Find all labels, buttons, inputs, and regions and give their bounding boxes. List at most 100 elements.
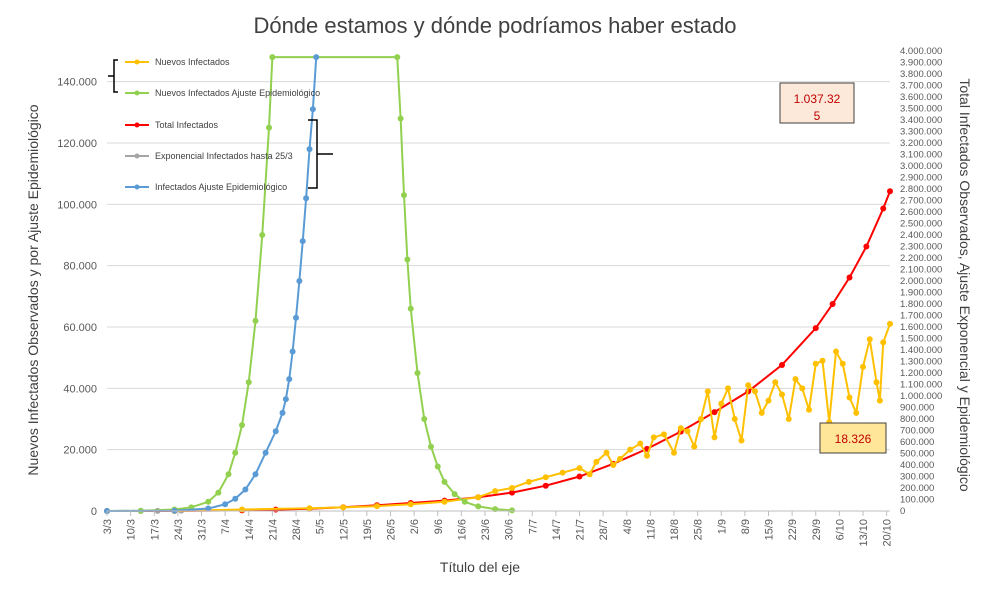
right-tick-label: 3.900.000 bbox=[900, 58, 942, 69]
data-point bbox=[246, 379, 252, 385]
right-tick-label: 2.000.000 bbox=[900, 276, 942, 287]
data-point bbox=[577, 474, 583, 480]
right-tick-label: 900.000 bbox=[900, 403, 934, 414]
right-tick-label: 1.100.000 bbox=[900, 380, 942, 391]
legend-label: Exponencial Infectados hasta 25/3 bbox=[155, 151, 293, 161]
x-tick-label: 11/8 bbox=[645, 519, 657, 540]
x-tick-label: 26/5 bbox=[386, 519, 398, 540]
right-axis-title: Total Infectados Observados, Ajuste Expo… bbox=[957, 78, 973, 491]
legend-brace-left bbox=[108, 60, 118, 92]
x-tick-label: 4/8 bbox=[622, 519, 634, 534]
data-point bbox=[766, 398, 772, 404]
right-tick-label: 1.400.000 bbox=[900, 345, 942, 356]
data-point bbox=[712, 434, 718, 440]
right-tick-label: 400.000 bbox=[900, 460, 934, 471]
x-tick-label: 30/6 bbox=[504, 519, 516, 540]
data-point bbox=[887, 188, 893, 194]
data-point bbox=[644, 453, 650, 459]
x-tick-label: 31/3 bbox=[197, 519, 209, 540]
data-point bbox=[404, 257, 410, 263]
data-point bbox=[772, 379, 778, 385]
data-point bbox=[725, 385, 731, 391]
data-point bbox=[296, 278, 302, 284]
data-point bbox=[273, 428, 279, 434]
legend-entry: Infectados Ajuste Epidemiológico bbox=[125, 182, 287, 192]
left-tick-label: 60.000 bbox=[63, 322, 97, 334]
callout-nuevos-text: 18.326 bbox=[835, 432, 872, 446]
right-tick-label: 2.600.000 bbox=[900, 207, 942, 218]
data-point bbox=[813, 361, 819, 367]
data-point bbox=[867, 336, 873, 342]
right-tick-label: 2.200.000 bbox=[900, 253, 942, 264]
data-point bbox=[226, 471, 232, 477]
data-point bbox=[462, 499, 468, 505]
data-point bbox=[266, 125, 272, 131]
left-axis-title: Nuevos Infectados Observados y por Ajust… bbox=[25, 104, 41, 475]
right-axis-ticks: 0100.000200.000300.000400.000500.000600.… bbox=[900, 46, 942, 517]
data-point bbox=[435, 464, 441, 470]
left-tick-label: 80.000 bbox=[63, 261, 97, 273]
x-tick-label: 24/3 bbox=[173, 519, 185, 540]
right-tick-label: 2.700.000 bbox=[900, 196, 942, 207]
right-tick-label: 600.000 bbox=[900, 437, 934, 448]
data-point bbox=[394, 54, 400, 60]
data-point bbox=[880, 339, 886, 345]
data-point bbox=[637, 441, 643, 447]
right-tick-label: 3.600.000 bbox=[900, 92, 942, 103]
data-point bbox=[651, 434, 657, 440]
legend-label: Total Infectados bbox=[155, 120, 219, 130]
x-tick-label: 13/10 bbox=[858, 519, 870, 547]
x-tick-label: 21/7 bbox=[575, 519, 587, 540]
data-point bbox=[442, 479, 448, 485]
data-point bbox=[374, 503, 380, 509]
x-tick-label: 6/10 bbox=[834, 519, 846, 540]
data-point bbox=[560, 470, 566, 476]
left-tick-label: 0 bbox=[91, 506, 97, 518]
right-tick-label: 1.500.000 bbox=[900, 334, 942, 345]
x-tick-label: 8/9 bbox=[740, 519, 752, 534]
data-point bbox=[877, 398, 883, 404]
x-tick-label: 20/10 bbox=[882, 519, 894, 547]
data-point bbox=[442, 499, 448, 505]
legend-marker bbox=[135, 91, 140, 96]
x-tick-label: 7/4 bbox=[220, 519, 232, 534]
data-point bbox=[283, 396, 289, 402]
right-tick-label: 1.800.000 bbox=[900, 299, 942, 310]
data-point bbox=[408, 501, 414, 507]
data-point bbox=[685, 428, 691, 434]
right-tick-label: 1.200.000 bbox=[900, 368, 942, 379]
right-tick-label: 800.000 bbox=[900, 414, 934, 425]
data-point bbox=[874, 379, 880, 385]
x-tick-label: 12/5 bbox=[338, 519, 350, 540]
right-tick-label: 200.000 bbox=[900, 483, 934, 494]
data-point bbox=[307, 505, 313, 511]
data-point bbox=[847, 275, 853, 281]
right-tick-label: 2.300.000 bbox=[900, 242, 942, 253]
legend-label: Infectados Ajuste Epidemiológico bbox=[155, 182, 287, 192]
right-tick-label: 1.300.000 bbox=[900, 357, 942, 368]
legend-entry: Exponencial Infectados hasta 25/3 bbox=[125, 151, 293, 161]
legend-marker bbox=[135, 123, 140, 128]
right-tick-label: 3.200.000 bbox=[900, 138, 942, 149]
legend-entry: Total Infectados bbox=[125, 120, 219, 130]
x-tick-label: 23/6 bbox=[480, 519, 492, 540]
x-tick-label: 16/6 bbox=[456, 519, 468, 540]
data-point bbox=[290, 349, 296, 355]
data-point bbox=[253, 471, 259, 477]
data-point bbox=[712, 409, 718, 415]
data-point bbox=[205, 499, 211, 505]
x-tick-label: 7/7 bbox=[527, 519, 539, 534]
legend-entry: Nuevos Infectados bbox=[125, 57, 230, 67]
data-point bbox=[415, 370, 421, 376]
right-tick-label: 1.000.000 bbox=[900, 391, 942, 402]
data-point bbox=[860, 364, 866, 370]
right-tick-label: 4.000.000 bbox=[900, 46, 942, 57]
data-point bbox=[739, 437, 745, 443]
left-axis-ticks: 020.00040.00060.00080.000100.000120.0001… bbox=[57, 77, 97, 518]
x-tick-label: 1/9 bbox=[716, 519, 728, 534]
left-tick-label: 140.000 bbox=[57, 77, 97, 89]
data-point bbox=[253, 318, 259, 324]
x-tick-label: 21/4 bbox=[267, 519, 279, 540]
data-point bbox=[813, 325, 819, 331]
